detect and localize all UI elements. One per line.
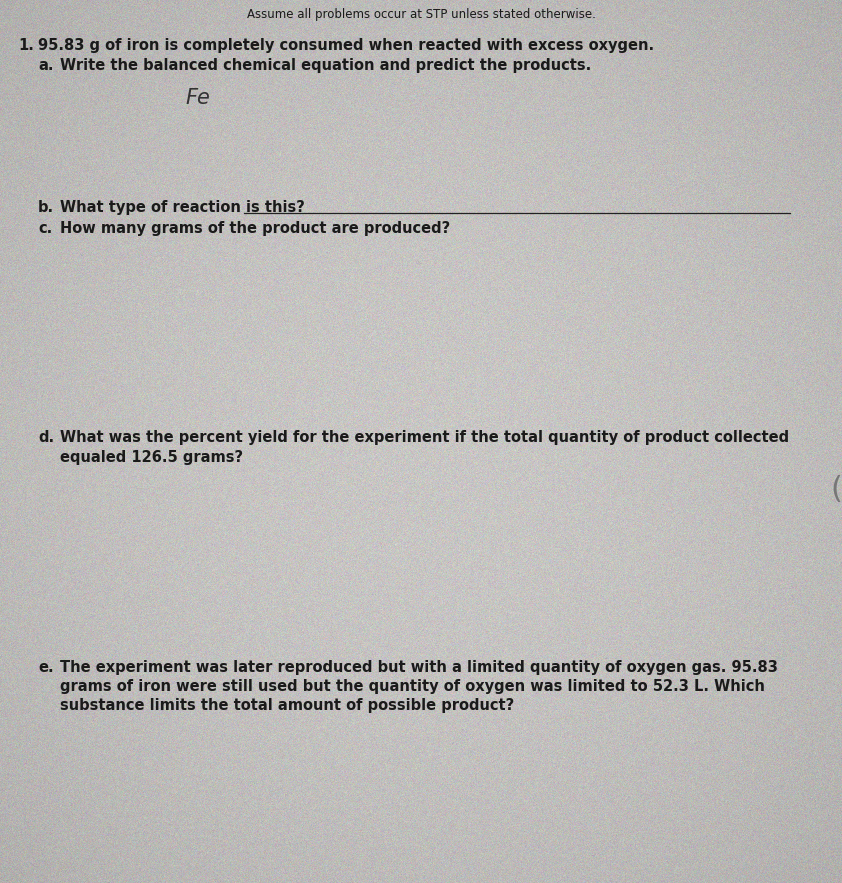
Text: What was the percent yield for the experiment if the total quantity of product c: What was the percent yield for the exper… <box>60 430 789 445</box>
Text: 95.83 g of iron is completely consumed when reacted with excess oxygen.: 95.83 g of iron is completely consumed w… <box>38 38 654 53</box>
Text: (: ( <box>830 476 842 504</box>
Text: Assume all problems occur at STP unless stated otherwise.: Assume all problems occur at STP unless … <box>247 8 595 21</box>
Text: d.: d. <box>38 430 54 445</box>
Text: How many grams of the product are produced?: How many grams of the product are produc… <box>60 221 450 236</box>
Text: What type of reaction is this?: What type of reaction is this? <box>60 200 305 215</box>
Text: a.: a. <box>38 58 54 73</box>
Text: substance limits the total amount of possible product?: substance limits the total amount of pos… <box>60 698 514 713</box>
Text: Fe: Fe <box>185 88 210 108</box>
Text: b.: b. <box>38 200 54 215</box>
Text: 1.: 1. <box>18 38 34 53</box>
Text: equaled 126.5 grams?: equaled 126.5 grams? <box>60 450 243 465</box>
Text: e.: e. <box>38 660 54 675</box>
Text: grams of iron were still used but the quantity of oxygen was limited to 52.3 L. : grams of iron were still used but the qu… <box>60 679 765 694</box>
Text: The experiment was later reproduced but with a limited quantity of oxygen gas. 9: The experiment was later reproduced but … <box>60 660 778 675</box>
Text: Write the balanced chemical equation and predict the products.: Write the balanced chemical equation and… <box>60 58 591 73</box>
Text: c.: c. <box>38 221 52 236</box>
